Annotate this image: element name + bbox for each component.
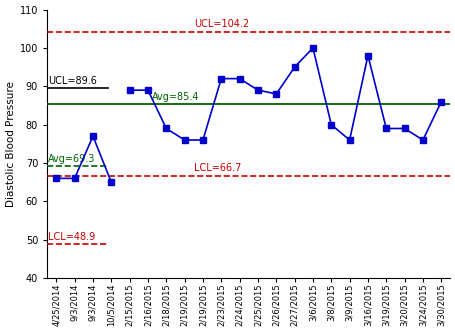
Text: UCL=89.6: UCL=89.6 xyxy=(48,76,97,86)
Text: LCL=66.7: LCL=66.7 xyxy=(193,163,241,173)
Text: UCL=104.2: UCL=104.2 xyxy=(193,19,248,29)
Text: Avg=69.3: Avg=69.3 xyxy=(48,154,95,164)
Text: Avg=85.4: Avg=85.4 xyxy=(152,92,199,102)
Text: LCL=48.9: LCL=48.9 xyxy=(48,232,95,242)
Y-axis label: Diastolic Blood Pressure: Diastolic Blood Pressure xyxy=(5,81,15,207)
